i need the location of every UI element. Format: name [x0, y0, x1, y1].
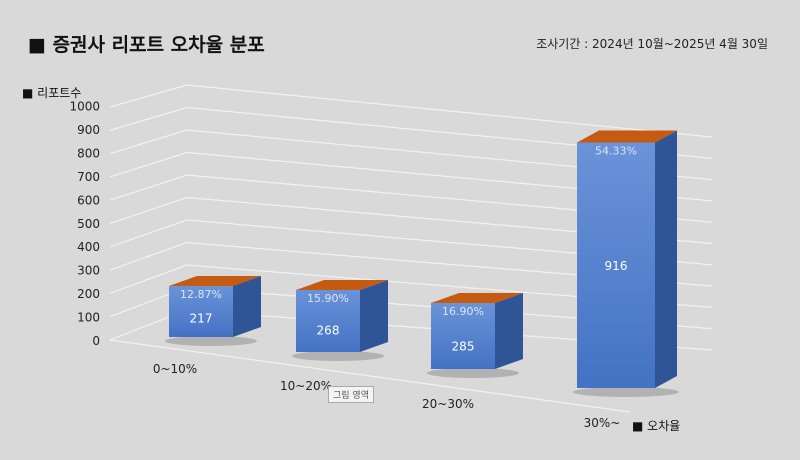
bar-3: 16.90% 285: [427, 292, 523, 378]
bar-percent-label: 54.33%: [595, 145, 637, 158]
y-axis-label: ■ 리포트수: [22, 86, 82, 100]
x-tick-label: 30%~: [584, 416, 621, 430]
gridlines: [109, 84, 713, 413]
gridline: [109, 84, 713, 138]
gridline: [109, 151, 713, 202]
gridline: [109, 106, 713, 159]
bar-top: [296, 279, 388, 290]
x-tick-label: 20~30%: [422, 397, 474, 411]
gridline: [109, 219, 713, 266]
bar-4: 54.33% 916: [573, 130, 679, 397]
gridline: [109, 196, 713, 245]
bar-value-label: 916: [605, 259, 628, 273]
bar-value-label: 268: [317, 324, 340, 338]
y-tick-label: 200: [77, 287, 100, 301]
bar-shadow: [573, 387, 679, 397]
survey-period: 조사기간 : 2024년 10월~2025년 4월 30일: [536, 37, 768, 51]
gridline: [109, 264, 713, 308]
bar-1: 12.87% 217: [165, 276, 261, 346]
y-tick-label: 500: [77, 217, 100, 231]
bar-percent-label: 16.90%: [442, 305, 484, 318]
chart-title: ■ 증권사 리포트 오차율 분포: [28, 34, 265, 56]
x-tick-labels: 0~10% 10~20% 20~30% 30%~: [153, 362, 621, 430]
bar-value-label: 217: [190, 312, 213, 326]
bar-front: [431, 302, 495, 369]
plot-area-tooltip: 그림 영역: [328, 386, 374, 403]
gridline: [109, 241, 713, 287]
y-tick-labels: 0 100 200 300 400 500 600 700 800 900 1000: [69, 100, 100, 349]
x-tick-label: 0~10%: [153, 362, 197, 376]
bar-top: [577, 130, 677, 143]
y-tick-label: 300: [77, 264, 100, 278]
x-tick-label: 10~20%: [280, 379, 332, 393]
y-tick-label: 1000: [69, 100, 100, 114]
y-tick-label: 900: [77, 123, 100, 137]
y-tick-label: 800: [77, 146, 100, 160]
floor-edge: [109, 339, 631, 413]
y-tick-label: 100: [77, 311, 100, 325]
bar-side: [360, 279, 388, 352]
x-axis-label: ■ 오차율: [632, 419, 681, 433]
bar-front: [577, 142, 655, 388]
bar-shadow: [165, 336, 257, 346]
bar-top: [431, 292, 523, 303]
y-tick-label: 600: [77, 193, 100, 207]
bar-front: [169, 286, 233, 337]
bar-value-label: 285: [452, 340, 475, 354]
bar-side: [495, 292, 523, 369]
bar-shadow: [427, 368, 519, 378]
gridline: [109, 129, 713, 181]
bar-front: [296, 289, 360, 352]
bar-2: 15.90% 268: [292, 279, 388, 361]
bar-shadow: [292, 351, 384, 361]
y-tick-label: 0: [92, 334, 100, 348]
bar-percent-label: 12.87%: [180, 288, 222, 301]
bar-top: [169, 276, 261, 287]
bar-side: [655, 130, 677, 388]
y-tick-label: 700: [77, 170, 100, 184]
gridline: [109, 174, 713, 223]
y-tick-label: 400: [77, 240, 100, 254]
bar-side: [233, 276, 261, 337]
bar-percent-label: 15.90%: [307, 292, 349, 305]
bars: 12.87% 217 15.90% 268 16.90% 285 54.33% 916: [165, 130, 679, 397]
